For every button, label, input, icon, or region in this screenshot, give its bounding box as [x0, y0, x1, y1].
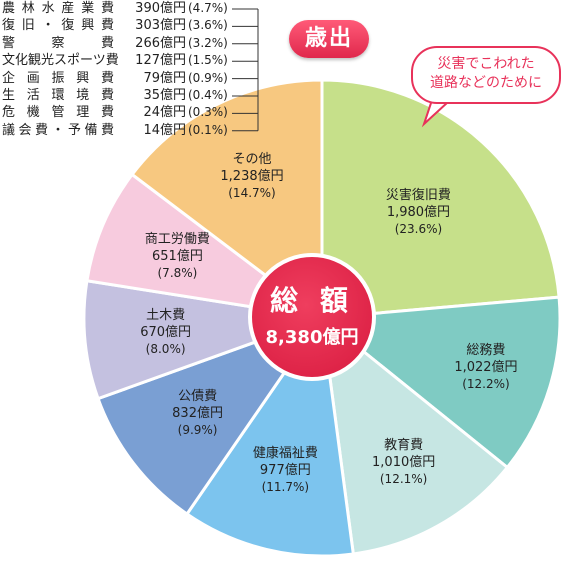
other-item-percent: (0.9%): [188, 70, 228, 85]
slice-name: 災害復旧費: [385, 187, 451, 203]
pie-slice-0: [320, 78, 561, 320]
other-item-name: 議会費・予備費: [2, 122, 114, 138]
pie-slice-4: [96, 315, 326, 517]
other-item-percent: (0.3%): [188, 105, 228, 120]
other-item-amount: 79億円: [143, 70, 186, 86]
callout-tail: [421, 99, 449, 128]
slice-percent: (23.6%): [394, 221, 443, 236]
callout-tail-shape: [421, 99, 449, 128]
total-circle: 総 額 8,380億円: [248, 253, 376, 381]
callout-line: 道路などのために: [430, 75, 542, 91]
other-item-percent: (3.2%): [188, 35, 228, 50]
other-item-percent: (1.5%): [188, 53, 228, 68]
other-item-name: 農林水産業費: [2, 1, 114, 16]
slice-percent: (12.2%): [462, 376, 510, 391]
other-item-amount: 35億円: [143, 87, 186, 103]
other-item-percent: (0.4%): [188, 87, 228, 102]
slice-label: その他 1,238億円 (14.7%): [192, 151, 312, 202]
slice-label: 商工労働費 651億円 (7.8%): [117, 231, 237, 282]
slice-label: 公債費 832億円 (9.9%): [138, 388, 258, 439]
slice-name: 健康福祉費: [252, 445, 318, 461]
slice-percent: (11.7%): [261, 479, 310, 494]
slice-amount: 651億円: [152, 248, 203, 264]
other-breakdown-row: 警察費 266億円 (3.2%): [2, 35, 228, 52]
slice-label: 災害復旧費 1,980億円 (23.6%): [358, 187, 478, 238]
slice-name: 商工労働費: [144, 231, 210, 247]
other-breakdown-row: 議会費・予備費 14億円 (0.1%): [2, 122, 228, 139]
other-item-amount: 303億円: [135, 18, 186, 34]
other-item-name: 生活環境費: [2, 87, 114, 103]
pie-slice-1: [318, 295, 562, 470]
other-item-amount: 390億円: [135, 1, 186, 16]
slice-name: 公債費: [178, 388, 218, 404]
pie-slices: [82, 78, 562, 558]
other-breakdown-row: 危機管理費 24億円 (0.3%): [2, 104, 228, 121]
slice-percent: (12.1%): [379, 472, 428, 487]
other-item-amount: 266億円: [135, 35, 186, 51]
total-title: 総 額: [270, 284, 354, 317]
other-item-name: 警察費: [2, 35, 114, 51]
slice-amount: 1,980億円: [386, 204, 451, 220]
slice-label: 土木費 670億円 (8.0%): [106, 307, 226, 358]
other-item-amount: 127億円: [135, 53, 186, 69]
pie-slice-2: [320, 314, 510, 556]
slice-name: 教育費: [384, 438, 424, 454]
other-leader-lines: [232, 8, 259, 132]
callout-line: 災害でこわれた: [437, 56, 535, 72]
slice-percent: (7.8%): [157, 265, 198, 280]
slice-label: 教育費 1,010億円 (12.1%): [344, 437, 464, 488]
other-breakdown-row: 生活環境費 35億円 (0.4%): [2, 87, 228, 104]
slice-amount: 670億円: [140, 324, 192, 340]
other-breakdown-row: 復旧・復興費 303億円 (3.6%): [2, 17, 228, 34]
other-item-name: 文化観光スポーツ費: [2, 53, 119, 69]
slice-amount: 1,238億円: [220, 169, 284, 185]
other-breakdown-list: 農林水産業費 390億円 (4.7%) 復旧・復興費 303億円 (3.6%) 警察費 266…: [2, 0, 228, 139]
slice-percent: (9.9%): [177, 422, 218, 437]
other-item-amount: 14億円: [143, 122, 186, 138]
slice-amount: 977億円: [259, 462, 311, 478]
other-breakdown-row: 企画振興費 79億円 (0.9%): [2, 70, 228, 87]
other-item-percent: (4.7%): [188, 1, 228, 15]
slice-name: 総務費: [466, 342, 506, 358]
title-badge: 歳出: [289, 20, 369, 58]
slice-name: その他: [232, 152, 272, 168]
other-item-percent: (0.1%): [188, 122, 228, 137]
slice-name: 土木費: [146, 307, 186, 323]
other-item-name: 危機管理費: [2, 105, 114, 121]
other-breakdown-row: 農林水産業費 390億円 (4.7%): [2, 0, 228, 17]
slice-amount: 1,010億円: [372, 455, 436, 471]
other-item-percent: (3.6%): [188, 18, 228, 33]
other-item-amount: 24億円: [143, 105, 186, 121]
slice-percent: (14.7%): [228, 186, 276, 201]
slice-label: 健康福祉費 977億円 (11.7%): [225, 445, 345, 496]
slice-percent: (8.0%): [145, 341, 186, 356]
slice-label: 総務費 1,022億円 (12.2%): [426, 342, 546, 393]
slice-amount: 832億円: [172, 405, 223, 421]
slice-amount: 1,022億円: [454, 359, 518, 375]
pie-slice-7: [130, 78, 324, 322]
other-item-name: 復旧・復興費: [2, 18, 114, 34]
other-item-name: 企画振興費: [2, 70, 114, 86]
callout-bubble: 災害でこわれた 道路などのために: [411, 46, 561, 104]
other-breakdown-row: 文化観光スポーツ費 127億円 (1.5%): [2, 52, 228, 69]
total-value: 8,380億円: [265, 327, 359, 348]
